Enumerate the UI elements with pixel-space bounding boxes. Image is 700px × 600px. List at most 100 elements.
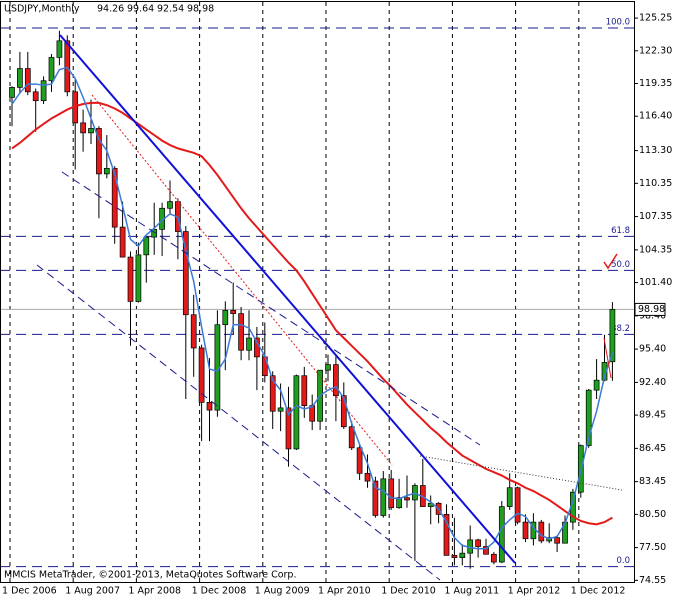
candle-body xyxy=(554,537,560,544)
x-tick-label: 1 Apr 2010 xyxy=(318,586,371,597)
x-tick-label: 1 Dec 2010 xyxy=(381,586,436,597)
candle-body xyxy=(246,337,252,351)
y-tick-label: 86.45 xyxy=(639,443,666,454)
candle-body xyxy=(293,375,300,450)
ohlc-high: 99.64 xyxy=(127,4,154,15)
candle-body xyxy=(230,309,237,314)
fib-label: 38.2 xyxy=(611,324,630,334)
candle-body xyxy=(388,478,395,509)
candle-body xyxy=(364,472,371,482)
x-tick-label: 1 Dec 2006 xyxy=(2,586,57,597)
fib-label: 0.0 xyxy=(616,556,630,566)
candle-body xyxy=(593,379,600,391)
candle-body xyxy=(356,447,363,474)
candle-body xyxy=(17,68,23,88)
y-tick-label: 83.45 xyxy=(639,476,666,487)
fib-label: 61.8 xyxy=(611,226,630,236)
channel-line xyxy=(36,264,441,581)
candle-body xyxy=(277,407,284,412)
y-tick-label: 80.50 xyxy=(639,509,666,520)
candle-body xyxy=(190,314,197,349)
candle-body xyxy=(88,128,94,134)
ohlc-open: 94.26 xyxy=(97,4,124,15)
candle-body xyxy=(151,228,158,238)
candle-body xyxy=(348,426,355,449)
x-tick-label: 1 Dec 2008 xyxy=(192,586,247,597)
plot-layer: 1 Dec 2006 1 Aug 2007 1 Apr 2008 1 Dec 2008… xyxy=(0,2,672,597)
y-tick-label: 116.40 xyxy=(639,111,672,122)
candle-body xyxy=(451,555,458,558)
trend-line xyxy=(603,337,612,379)
candle-body xyxy=(135,254,142,302)
y-tick-label: 101.40 xyxy=(639,277,672,288)
y-tick-label: 77.50 xyxy=(639,542,666,553)
chart-title: USDJPY,Monthly xyxy=(4,4,80,15)
candle-body xyxy=(325,364,331,371)
candle-body xyxy=(182,231,189,316)
candle-body xyxy=(538,521,545,542)
candle-body xyxy=(111,167,118,228)
candle-body xyxy=(475,539,481,547)
candle-body xyxy=(443,514,450,556)
x-tick-label: 1 Apr 2012 xyxy=(508,586,561,597)
y-tick-label: 74.55 xyxy=(639,575,666,586)
candle-body xyxy=(396,497,402,509)
candle-body xyxy=(167,201,173,209)
fib-label: 50.0 xyxy=(611,260,630,270)
y-tick-label: 104.35 xyxy=(639,244,672,255)
trend-line-dotted xyxy=(91,94,393,466)
candle-body xyxy=(459,552,466,558)
candle-body xyxy=(301,375,308,407)
candle-body xyxy=(340,395,347,428)
candle-body xyxy=(127,256,134,302)
x-tick-label: 1 Dec 2012 xyxy=(571,586,626,597)
candle-body xyxy=(498,506,505,563)
footer: MMCIS MetaTrader, ©2001-2013, MetaQuotes… xyxy=(4,570,296,581)
candle-body xyxy=(206,401,213,411)
x-tick-label: 1 Apr 2008 xyxy=(128,586,181,597)
candle-body xyxy=(506,487,513,507)
candle-body xyxy=(96,128,102,175)
candle-body xyxy=(32,91,39,102)
candle-body xyxy=(609,309,616,363)
candle-body xyxy=(24,68,31,93)
candle-body xyxy=(254,337,260,358)
y-tick-label: 95.40 xyxy=(639,344,666,355)
moving-average xyxy=(11,66,614,550)
candle-body xyxy=(333,364,339,397)
candle-body xyxy=(48,57,55,82)
candle-body xyxy=(238,313,244,351)
candle-body xyxy=(483,546,489,555)
candle-body xyxy=(9,87,15,98)
candle-body xyxy=(80,122,86,134)
moving-average xyxy=(11,101,613,526)
x-tick-label: 1 Aug 2007 xyxy=(65,586,120,597)
y-tick-label: 92.40 xyxy=(639,377,666,388)
candle-body xyxy=(514,487,521,523)
y-tick-label: 110.35 xyxy=(639,178,672,189)
candle-body xyxy=(585,389,592,446)
ohlc-close: 98.98 xyxy=(187,4,214,15)
candle-body xyxy=(103,167,110,175)
y-tick-label: 113.30 xyxy=(639,145,672,156)
current-price-label: 98.98 xyxy=(638,304,665,315)
plot-frame xyxy=(0,1,635,583)
candle-body xyxy=(285,407,292,450)
candle-body xyxy=(222,309,229,326)
candle-body xyxy=(380,478,387,516)
candle-body xyxy=(64,40,71,93)
x-tick-label: 1 Aug 2009 xyxy=(255,586,310,597)
y-tick-label: 89.45 xyxy=(639,410,666,421)
candle-body xyxy=(522,521,529,540)
candle-body xyxy=(372,480,379,516)
candle-body xyxy=(143,236,150,256)
fib-label: 100.0 xyxy=(606,18,630,28)
y-tick-label: 125.25 xyxy=(639,13,672,24)
ohlc-low: 92.54 xyxy=(157,4,184,15)
check-mark xyxy=(603,253,618,270)
trend-line xyxy=(59,34,516,564)
trend-line-dotted xyxy=(419,455,623,491)
x-tick-label: 1 Aug 2011 xyxy=(444,586,499,597)
